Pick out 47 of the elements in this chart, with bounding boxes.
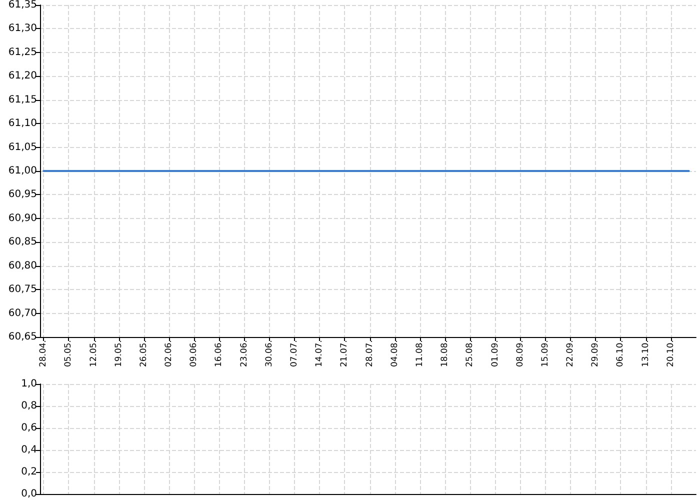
y-tick-label: 0,0 <box>21 488 37 500</box>
x-tick-label: 01.09. <box>490 340 500 368</box>
y-tick-label: 61,30 <box>8 23 37 34</box>
x-tick-label: 05.05. <box>64 340 74 368</box>
x-tick-label: 21.07. <box>340 340 350 368</box>
x-tick-label: 26.05. <box>138 340 149 368</box>
y-tick-label: 60,65 <box>8 332 37 342</box>
x-tick-label: 23.06. <box>239 340 250 368</box>
x-tick-label: 02.06. <box>164 340 174 368</box>
y-tick-label: 0,6 <box>21 422 37 434</box>
x-tick-label: 25.08. <box>465 340 476 368</box>
x-tick-label: 19.05. <box>114 340 124 368</box>
x-tick-label: 04.08. <box>390 340 400 368</box>
x-tick-label: 12.05. <box>88 340 99 368</box>
y-tick-label: 60,70 <box>8 308 37 319</box>
y-tick-label: 60,75 <box>8 284 37 296</box>
x-tick-label: 30.06. <box>264 340 274 368</box>
y-tick-label: 60,80 <box>8 260 37 272</box>
y-tick-label: 60,85 <box>8 236 37 248</box>
y-tick-label: 61,15 <box>8 94 37 106</box>
y-tick-label: 61,20 <box>8 70 37 82</box>
x-tick-label: 15.09. <box>540 340 550 368</box>
x-tick-label: 16.06. <box>214 340 224 368</box>
x-tick-label: 20.10. <box>666 340 676 368</box>
y-tick-label: 61,00 <box>8 166 37 176</box>
y-tick-label: 0,2 <box>21 466 37 478</box>
y-tick-label: 0,8 <box>21 400 37 412</box>
y-tick-label: 60,90 <box>8 212 37 224</box>
y-tick-label: 60,95 <box>8 189 37 200</box>
x-tick-label: 06.10. <box>616 340 626 368</box>
x-tick-label: 18.08. <box>440 340 450 368</box>
x-tick-label: 28.07. <box>364 340 375 368</box>
y-tick-label: 61,05 <box>8 142 37 153</box>
y-tick-label: 1,0 <box>21 378 37 390</box>
y-tick-label: 0,4 <box>21 444 37 456</box>
x-tick-label: 22.09. <box>566 340 576 368</box>
y-tick-label: 61,25 <box>8 46 37 58</box>
x-tick-label: 14.07. <box>314 340 325 368</box>
x-tick-label: 29.09. <box>590 340 601 368</box>
x-tick-label: 09.06. <box>189 340 200 368</box>
x-tick-label: 07.07. <box>290 340 300 368</box>
x-tick-label: 13.10. <box>640 340 651 368</box>
x-tick-label: 11.08. <box>414 340 425 368</box>
x-tick-label: 08.09. <box>515 340 526 368</box>
y-tick-label: 61,10 <box>8 118 37 130</box>
x-tick-label: 28.04. <box>38 340 49 368</box>
y-tick-label: 61,35 <box>8 0 37 10</box>
